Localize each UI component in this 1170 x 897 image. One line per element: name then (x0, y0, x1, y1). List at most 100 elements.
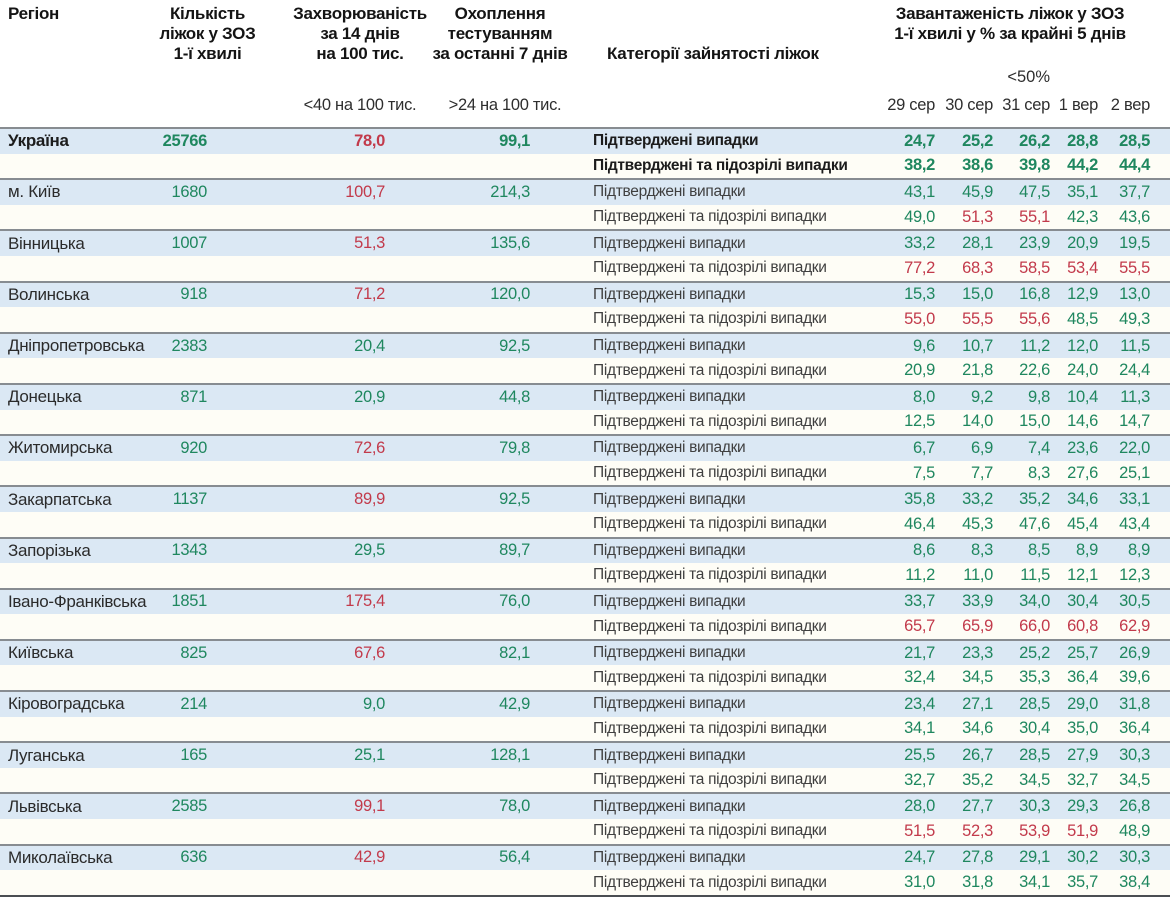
region-group: Миколаївська 636 42,9 56,4 Підтверджені випа… (0, 843, 1170, 895)
occupancy-value: 45,9 (962, 182, 993, 201)
occupancy-value: 22,0 (1119, 438, 1150, 457)
region-name: Закарпатська (8, 489, 112, 509)
region-name: Вінницька (8, 233, 85, 253)
occupancy-value: 26,9 (1119, 643, 1150, 662)
category-label-confirmed-suspected: Підтверджені та підозрілі випадки (593, 156, 848, 174)
occupancy-value: 6,9 (970, 438, 993, 457)
occupancy-value: 51,9 (1067, 821, 1098, 840)
incidence-value: 71,2 (354, 285, 385, 304)
incidence-value: 9,0 (362, 694, 385, 713)
testing-value: 78,0 (499, 797, 530, 816)
occupancy-value: 25,2 (962, 131, 993, 150)
occupancy-value: 31,8 (1119, 694, 1150, 713)
occupancy-value: 55,6 (1019, 309, 1050, 328)
occupancy-value: 52,3 (962, 821, 993, 840)
occupancy-value: 30,5 (1119, 592, 1150, 611)
occupancy-value: 34,1 (904, 719, 935, 738)
occupancy-value: 11,5 (1020, 565, 1050, 584)
occupancy-value: 60,8 (1067, 617, 1098, 636)
occupancy-value: 55,0 (904, 309, 935, 328)
occupancy-value: 22,6 (1019, 361, 1050, 380)
category-label-confirmed: Підтверджені випадки (593, 797, 746, 815)
table-row: Підтверджені та підозрілі випадки 51,5 52,… (0, 819, 1170, 844)
hospital-beds-report: Регіон Кількість ліжок у ЗОЗ 1-ї хвилі З… (0, 4, 1170, 897)
col-header-testing: Охоплення тестуванням за останні 7 днів (432, 4, 568, 63)
table-row: Підтверджені та підозрілі випадки 55,0 55,… (0, 307, 1170, 332)
region-name: Київська (8, 643, 74, 663)
occupancy-value: 30,4 (1019, 719, 1050, 738)
incidence-value: 20,4 (354, 336, 385, 355)
occupancy-value: 8,5 (1027, 541, 1050, 560)
occupancy-value: 43,1 (904, 182, 935, 201)
col-header-category: Категорії зайнятості ліжок (607, 44, 819, 63)
occupancy-value: 66,0 (1019, 617, 1050, 636)
date-header-1: 29 сер (887, 96, 935, 114)
occupancy-value: 51,3 (962, 207, 993, 226)
region-name: Волинська (8, 284, 90, 304)
occupancy-value: 34,5 (1019, 770, 1050, 789)
occupancy-value: 9,2 (970, 387, 993, 406)
occupancy-value: 14,0 (962, 412, 993, 431)
occupancy-value: 55,1 (1019, 207, 1050, 226)
occupancy-value: 26,2 (1019, 131, 1050, 150)
table-row: Підтверджені та підозрілі випадки 46,4 45,… (0, 511, 1170, 537)
occupancy-value: 33,1 (1119, 490, 1150, 509)
occupancy-value: 30,3 (1019, 797, 1050, 816)
occupancy-value: 28,8 (1067, 131, 1098, 150)
table-row: Київська 825 67,6 82,1 Підтверджені випадки 2… (0, 640, 1170, 666)
beds-value: 1137 (172, 490, 208, 509)
occupancy-value: 20,9 (1067, 234, 1098, 253)
date-header-3: 31 сер (1002, 96, 1050, 114)
occupancy-value: 30,3 (1119, 848, 1150, 867)
incidence-value: 89,9 (354, 490, 385, 509)
incidence-value: 25,1 (354, 746, 385, 765)
beds-value: 2383 (171, 336, 207, 355)
occupancy-value: 28,1 (962, 234, 993, 253)
region-name: м. Київ (8, 182, 61, 202)
region-name: Житомирська (8, 438, 113, 458)
date-header-4: 1 вер (1058, 96, 1099, 114)
beds-value: 2585 (171, 797, 207, 816)
occupancy-value: 25,2 (1019, 643, 1050, 662)
occupancy-value: 11,0 (963, 565, 993, 584)
beds-value: 25766 (162, 131, 208, 150)
occupancy-value: 13,0 (1119, 285, 1150, 304)
occupancy-value: 27,6 (1067, 463, 1098, 482)
table-row: Підтверджені та підозрілі випадки 20,9 21,… (0, 358, 1170, 383)
occupancy-value: 68,3 (962, 258, 993, 277)
occupancy-value: 11,2 (905, 565, 935, 584)
col-header-beds: Кількість ліжок у ЗОЗ 1-ї хвилі (159, 4, 256, 63)
table-row: Підтверджені та підозрілі випадки 12,5 14,… (0, 409, 1170, 435)
occupancy-value: 9,8 (1027, 387, 1050, 406)
region-group: Луганська 165 25,1 128,1 Підтверджені випадк… (0, 741, 1170, 793)
occupancy-value: 53,9 (1019, 821, 1050, 840)
incidence-value: 72,6 (354, 438, 385, 457)
category-label-confirmed: Підтверджені випадки (593, 439, 746, 457)
table-row: Волинська 918 71,2 120,0 Підтверджені випадк… (0, 282, 1170, 308)
table-row: Підтверджені та підозрілі випадки 32,7 35,… (0, 767, 1170, 793)
occupancy-value: 24,7 (904, 131, 935, 150)
occupancy-value: 27,8 (962, 848, 993, 867)
occupancy-value: 65,7 (904, 617, 935, 636)
beds-value: 1007 (171, 234, 207, 253)
occupancy-value: 33,7 (904, 592, 935, 611)
testing-value: 79,8 (499, 438, 530, 457)
testing-value: 89,7 (499, 541, 530, 560)
occupancy-value: 11,5 (1120, 336, 1150, 355)
table-row: Кіровоградська 214 9,0 42,9 Підтверджені вип… (0, 692, 1170, 717)
category-label-confirmed-suspected: Підтверджені та підозрілі випадки (593, 822, 827, 840)
occupancy-value: 8,3 (1027, 463, 1050, 482)
region-group: м. Київ 1680 100,7 214,3 Підтверджені випадк… (0, 178, 1170, 230)
incidence-value: 42,9 (354, 848, 385, 867)
occupancy-value: 45,3 (962, 514, 993, 533)
occupancy-value: 39,6 (1119, 668, 1150, 687)
occupancy-value: 30,3 (1119, 746, 1150, 765)
occupancy-value: 35,0 (1067, 719, 1098, 738)
category-label-confirmed: Підтверджені випадки (593, 848, 746, 866)
incidence-value: 78,0 (354, 131, 385, 150)
table-row: Підтверджені та підозрілі випадки 38,2 38,… (0, 153, 1170, 179)
table-row: Підтверджені та підозрілі випадки 34,1 34,… (0, 716, 1170, 742)
beds-value: 825 (180, 643, 207, 662)
occupancy-value: 49,0 (904, 207, 935, 226)
occupancy-value: 7,4 (1027, 438, 1050, 457)
